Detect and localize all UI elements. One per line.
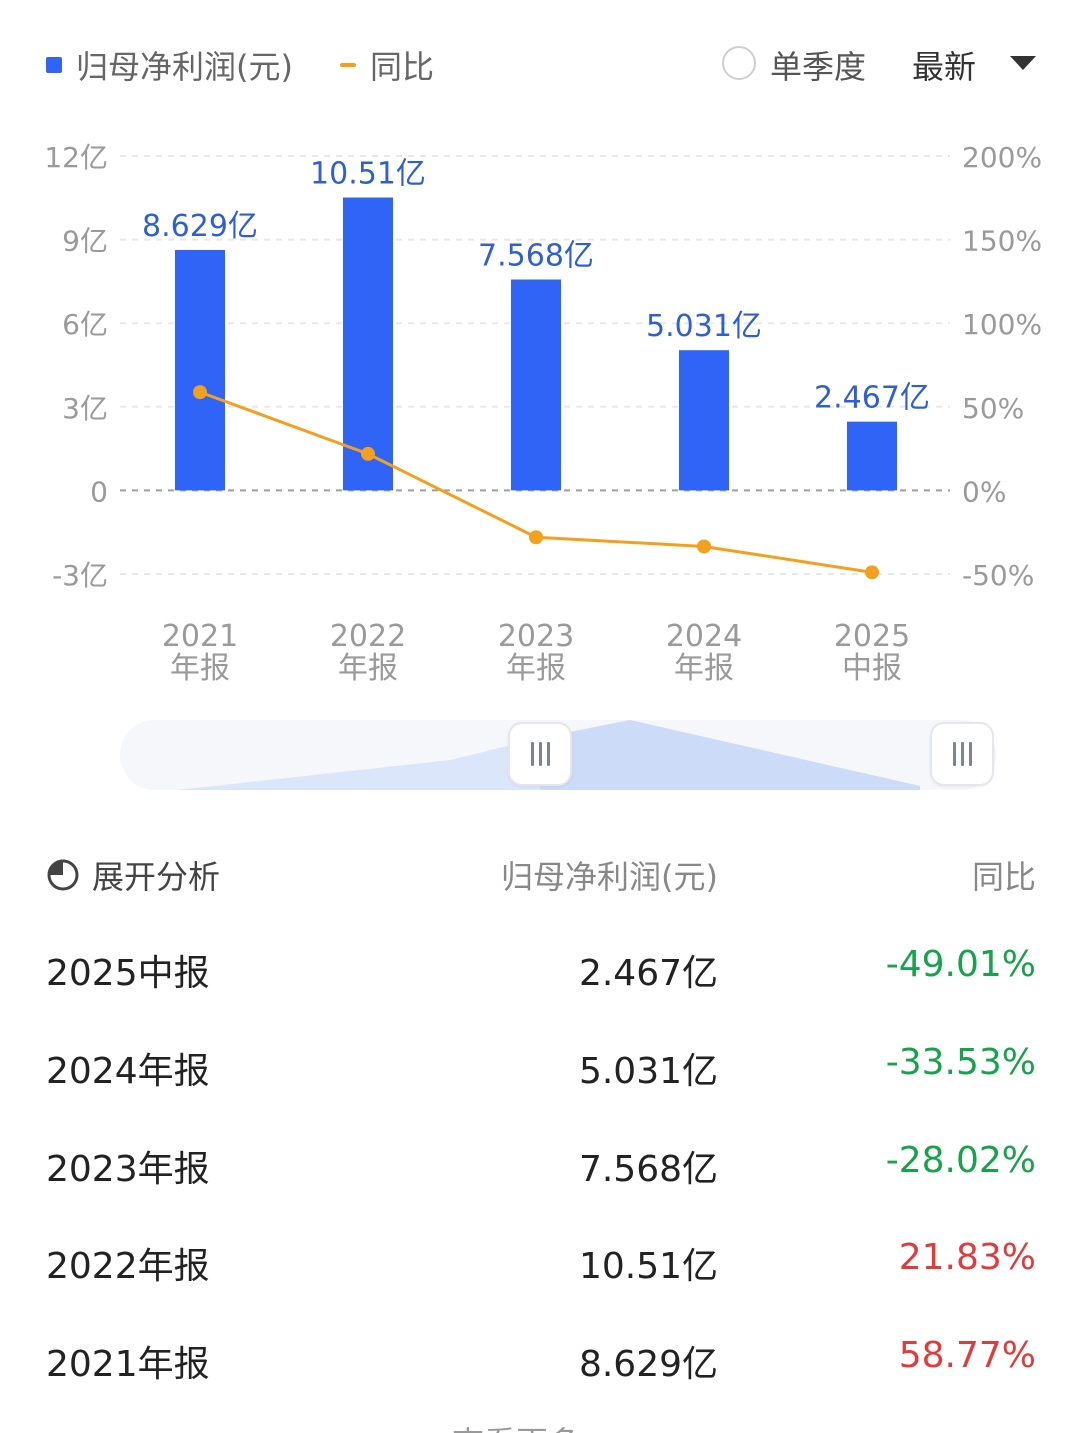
row-period: 2024年报 xyxy=(46,1051,210,1092)
left-axis-tick-label: -3亿 xyxy=(52,559,108,592)
x-axis-tick-label: 2023 年报 xyxy=(498,619,574,686)
row-yoy: 21.83% xyxy=(898,1237,1036,1278)
bar xyxy=(511,279,561,491)
view-more-link[interactable]: 查看更多 xyxy=(452,1418,580,1433)
row-yoy: -28.02% xyxy=(885,1140,1036,1181)
bar-data-label: 10.51亿 xyxy=(310,157,426,192)
yoy-point xyxy=(361,446,375,461)
row-value: 10.51亿 xyxy=(578,1246,718,1287)
table-row[interactable]: 2025中报 2.467亿 -49.01% xyxy=(0,922,1080,1012)
table-row[interactable]: 2022年报 10.51亿 21.83% xyxy=(0,1215,1080,1305)
row-period: 2022年报 xyxy=(46,1246,210,1287)
slider-selected-area xyxy=(540,720,920,790)
right-axis-tick-label: 50% xyxy=(962,392,1024,425)
expand-analysis-label: 展开分析 xyxy=(92,858,221,896)
slider-handle-right[interactable] xyxy=(930,722,994,786)
latest-dropdown-label[interactable]: 最新 xyxy=(912,48,977,86)
bar-data-label: 2.467亿 xyxy=(814,381,930,416)
right-axis-tick-label: 200% xyxy=(962,141,1042,174)
right-axis-tick-label: 100% xyxy=(962,308,1042,341)
slider-handle-left[interactable] xyxy=(508,722,572,786)
row-period: 2025中报 xyxy=(46,953,210,994)
table-row[interactable]: 2023年报 7.568亿 -28.02% xyxy=(0,1118,1080,1208)
row-value: 5.031亿 xyxy=(578,1051,718,1092)
yoy-point xyxy=(529,530,543,545)
row-value: 2.467亿 xyxy=(578,953,718,994)
left-axis-tick-label: 6亿 xyxy=(62,308,108,341)
yoy-point xyxy=(193,385,207,400)
column-header-yoy: 同比 xyxy=(971,858,1036,896)
legend-swatch-bar-icon xyxy=(46,57,62,73)
left-axis-tick-label: 3亿 xyxy=(62,392,108,425)
x-axis-tick-label: 2024 年报 xyxy=(666,619,742,686)
left-axis-tick-label: 9亿 xyxy=(62,225,108,258)
legend-label-yoy: 同比 xyxy=(370,48,435,86)
bar-data-label: 7.568亿 xyxy=(478,239,594,274)
left-axis-tick-label: 12亿 xyxy=(44,141,108,174)
row-yoy: 58.77% xyxy=(898,1335,1036,1376)
chevron-down-icon[interactable] xyxy=(1010,56,1036,70)
legend-item-profit[interactable]: 归母净利润(元) xyxy=(46,42,293,88)
bar-data-label: 5.031亿 xyxy=(646,309,762,344)
grip-icon xyxy=(952,742,972,766)
row-period: 2023年报 xyxy=(46,1149,210,1190)
expand-analysis-button[interactable]: 展开分析 xyxy=(46,852,220,898)
legend-item-yoy[interactable]: 同比 xyxy=(340,42,434,88)
column-header-value: 归母净利润(元) xyxy=(501,858,718,896)
bar-data-label: 8.629亿 xyxy=(142,209,258,244)
table-header: 展开分析 归母净利润(元) 同比 xyxy=(0,840,1080,904)
row-period: 2021年报 xyxy=(46,1344,210,1385)
row-yoy: -33.53% xyxy=(885,1042,1036,1083)
left-axis-tick-label: 0 xyxy=(90,475,108,508)
grip-icon xyxy=(530,742,550,766)
x-axis-tick-label: 2022 年报 xyxy=(330,619,406,686)
yoy-point xyxy=(697,539,711,554)
x-axis-tick-label: 2025 中报 xyxy=(834,619,910,686)
profit-chart: 12亿 9亿 6亿 3亿 0 -3亿 200% 150% 100% 50% 0% -50% 8.629亿… xyxy=(44,141,1042,686)
single-quarter-label[interactable]: 单季度 xyxy=(770,48,867,86)
single-quarter-radio-icon[interactable] xyxy=(722,46,756,80)
x-axis-tick-label: 2021 年报 xyxy=(162,619,238,686)
right-axis-tick-label: 0% xyxy=(962,475,1006,508)
bar xyxy=(847,421,897,491)
right-axis-tick-label: 150% xyxy=(962,225,1042,258)
row-value: 7.568亿 xyxy=(578,1149,718,1190)
bar xyxy=(679,350,729,491)
yoy-point xyxy=(865,565,879,580)
range-slider[interactable] xyxy=(120,720,996,790)
legend-swatch-line-icon xyxy=(340,63,356,67)
bar xyxy=(175,249,225,491)
chart-legend-bar: 归母净利润(元) 同比 单季度 最新 xyxy=(0,28,1080,96)
row-value: 8.629亿 xyxy=(578,1344,718,1385)
table-row[interactable]: 2021年报 8.629亿 58.77% xyxy=(0,1313,1080,1403)
table-row[interactable]: 2024年报 5.031亿 -33.53% xyxy=(0,1020,1080,1110)
right-axis-tick-label: -50% xyxy=(962,559,1034,592)
row-yoy: -49.01% xyxy=(885,944,1036,985)
legend-label-profit: 归母净利润(元) xyxy=(76,48,293,86)
pie-chart-icon xyxy=(47,859,79,891)
bar xyxy=(343,197,393,491)
